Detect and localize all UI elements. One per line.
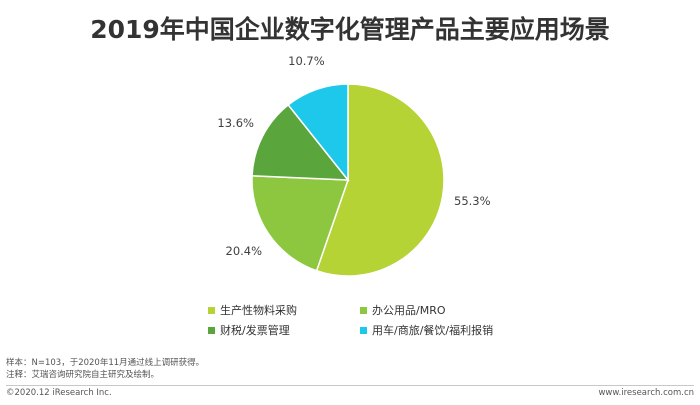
pie-slice: [287, 83, 349, 183]
chart-title: 2019年中国企业数字化管理产品主要应用场景: [90, 15, 610, 44]
pie-slice: [251, 174, 350, 272]
legend-item: 生产性物料采购: [208, 302, 297, 318]
legend-label: 用车/商旅/餐饮/福利报销: [372, 324, 494, 337]
legend-swatch: [208, 326, 215, 334]
footer-divider: [6, 385, 694, 386]
sample-note: 样本：N=103，于2020年11月通过线上调研获得。: [6, 358, 205, 368]
pie-slice: [251, 103, 350, 181]
legend-label: 办公用品/MRO: [372, 304, 446, 317]
slice-value-label: 20.4%: [226, 244, 263, 258]
legend-item: 办公用品/MRO: [360, 302, 446, 318]
source-note: 注释：艾瑞咨询研究院自主研究及绘制。: [6, 370, 160, 380]
legend-swatch: [360, 306, 367, 314]
slice-value-label: 55.3%: [454, 194, 491, 208]
pie-chart: 55.3% 20.4% 13.6% 10.7%: [217, 54, 491, 277]
copyright: ©2020.12 iResearch Inc.: [6, 388, 112, 398]
legend-swatch: [208, 306, 215, 314]
legend-label: 财税/发票管理: [220, 324, 290, 337]
legend-label: 生产性物料采购: [220, 304, 297, 317]
slice-value-label: 13.6%: [217, 116, 254, 130]
legend-item: 财税/发票管理: [208, 322, 290, 338]
website: www.iresearch.com.cn: [598, 388, 694, 398]
legend-item: 用车/商旅/餐饮/福利报销: [360, 322, 493, 338]
slice-value-label: 10.7%: [288, 54, 325, 68]
legend-swatch: [360, 326, 367, 334]
